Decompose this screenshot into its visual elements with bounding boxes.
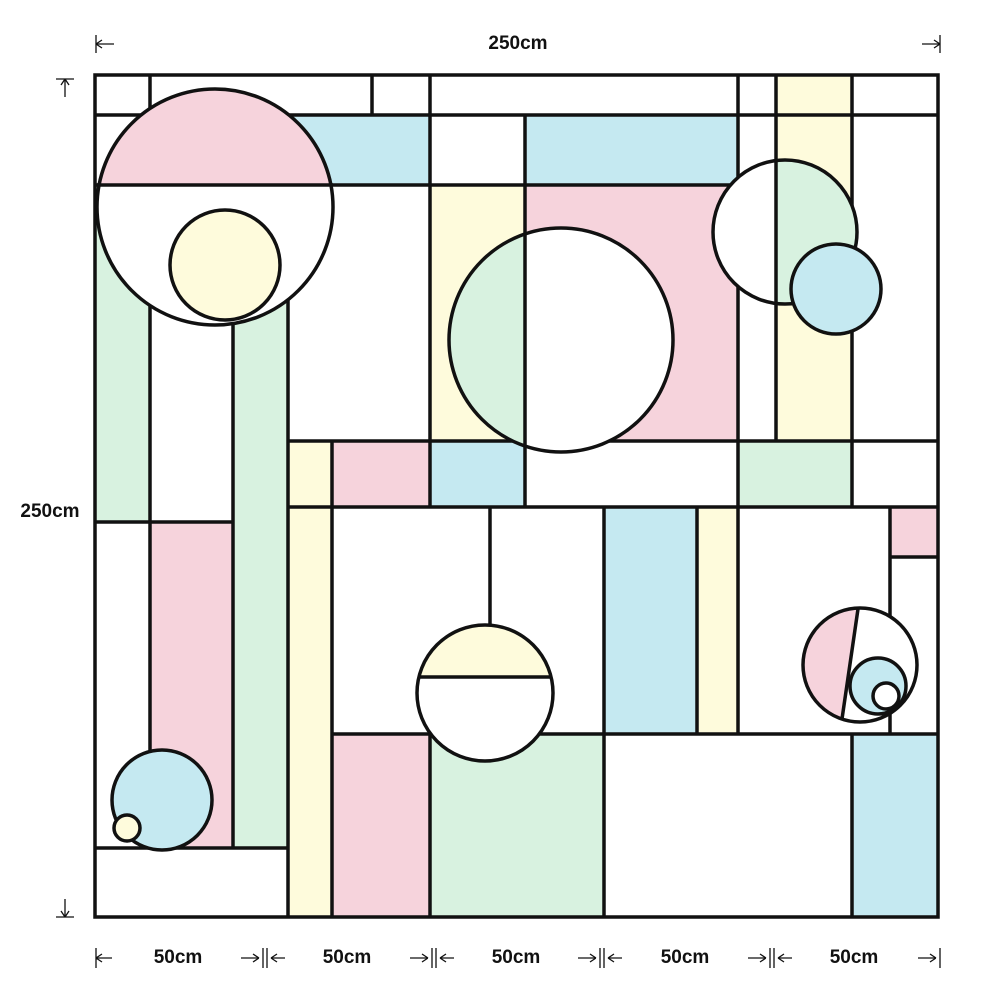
width-label: 250cm	[488, 33, 547, 54]
segment-label: 50cm	[154, 947, 203, 968]
mural	[93, 73, 940, 919]
dimension-arrows	[56, 35, 941, 968]
segment-label: 50cm	[323, 947, 372, 968]
height-label: 250cm	[20, 501, 79, 522]
segment-label: 50cm	[661, 947, 710, 968]
segment-label: 50cm	[830, 947, 879, 968]
segment-label: 50cm	[492, 947, 541, 968]
